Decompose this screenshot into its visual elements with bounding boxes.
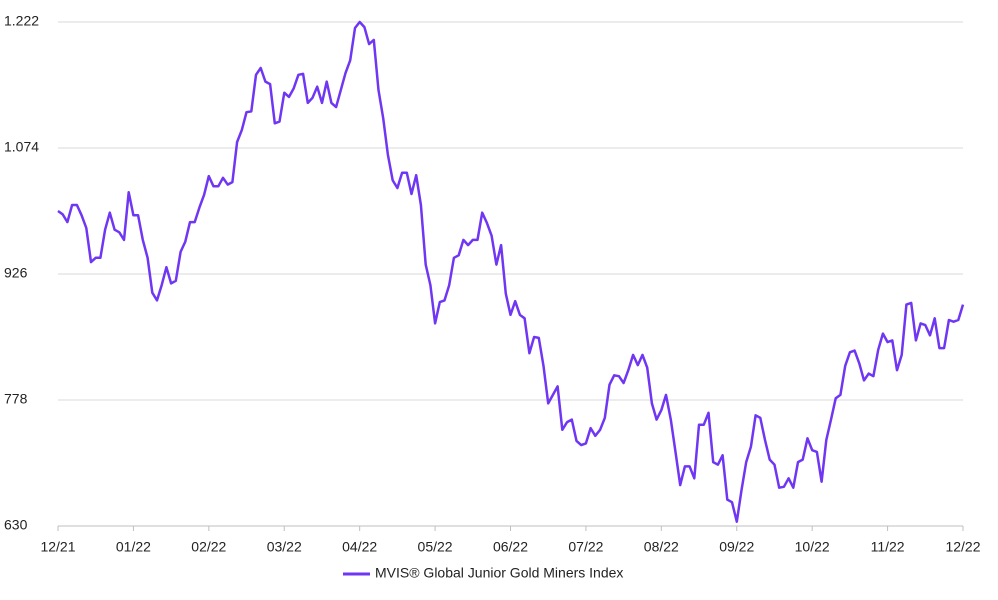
- x-tick-label: 04/22: [342, 539, 377, 555]
- x-tick-label: 07/22: [568, 539, 603, 555]
- x-tick-label: 05/22: [418, 539, 453, 555]
- x-tick-label: 06/22: [493, 539, 528, 555]
- x-tick-label: 10/22: [795, 539, 830, 555]
- y-tick-label: 1.074: [4, 139, 39, 155]
- legend-label: MVIS® Global Junior Gold Miners Index: [375, 565, 623, 581]
- series-line: [57, 20, 965, 523]
- x-tick-label: 02/22: [191, 539, 226, 555]
- x-tick-label: 01/22: [116, 539, 151, 555]
- y-tick-label: 778: [4, 391, 28, 407]
- y-tick-label: 926: [4, 265, 28, 281]
- x-tick-label: 03/22: [267, 539, 302, 555]
- x-tick-label: 11/22: [871, 539, 905, 555]
- x-tick-label: 12/21: [40, 539, 75, 555]
- x-tick-label: 09/22: [719, 539, 754, 555]
- y-tick-label: 630: [4, 517, 28, 533]
- x-tick-label: 12/22: [945, 539, 980, 555]
- x-tick-label: 08/22: [644, 539, 679, 555]
- y-tick-label: 1.222: [4, 13, 39, 29]
